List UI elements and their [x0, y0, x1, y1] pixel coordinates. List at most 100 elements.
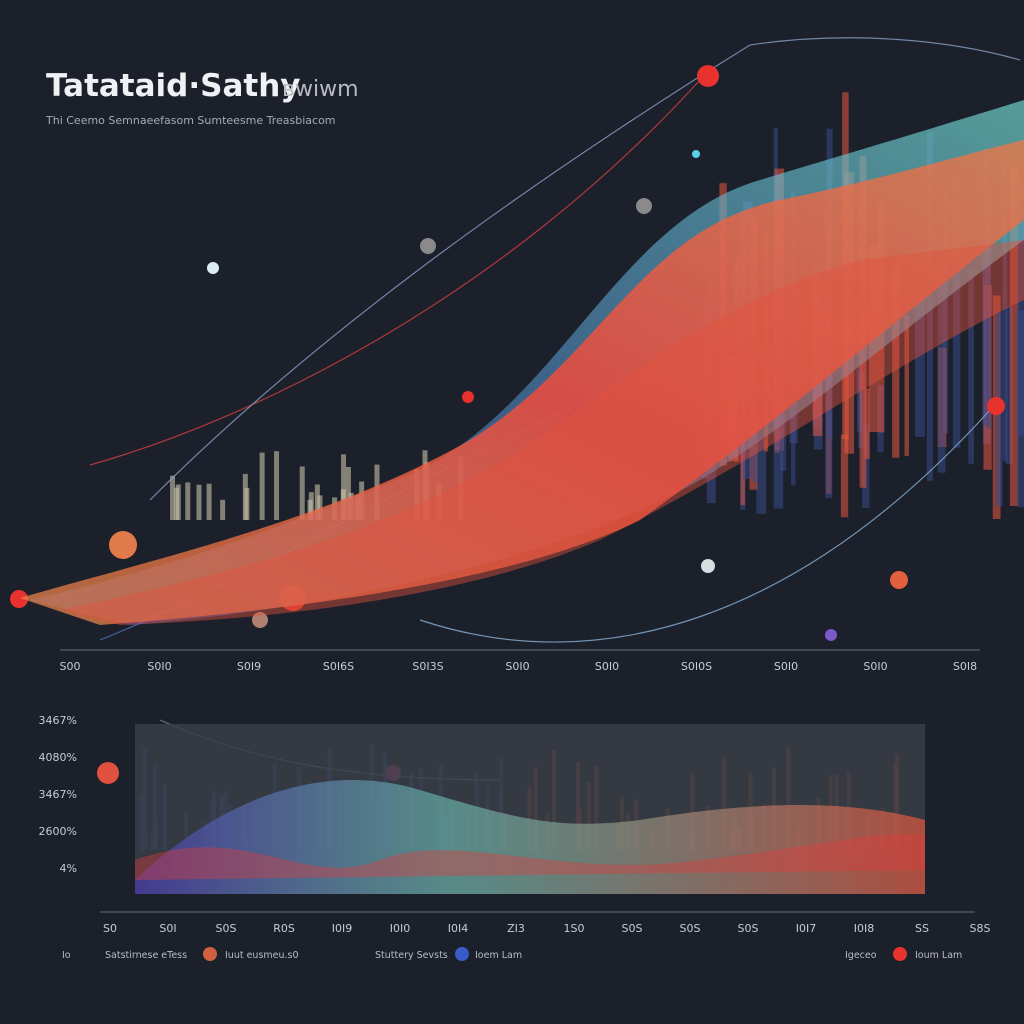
y-label: 2600%	[39, 825, 77, 838]
deco-bar	[914, 292, 925, 438]
x-label: S0I0	[774, 660, 798, 673]
x-label: S0S	[622, 922, 643, 935]
x-label: S0I6S	[323, 660, 354, 673]
deco-bar	[756, 438, 767, 514]
deco-bar	[307, 499, 313, 520]
deco-bar	[937, 254, 946, 473]
deco-bar	[986, 197, 992, 429]
y-label: 3467%	[39, 714, 77, 727]
deco-dot	[10, 590, 28, 608]
deco-dot	[890, 571, 908, 589]
deco-line	[419, 409, 991, 643]
deco-bar	[174, 487, 180, 520]
legend-swatch	[893, 947, 907, 961]
deco-bar	[317, 495, 323, 520]
deco-line	[149, 37, 1021, 501]
deco-bar	[242, 473, 248, 520]
legend-label: Satstirnese eTess	[105, 950, 187, 961]
deco-bar	[341, 454, 347, 520]
deco-dot	[420, 238, 436, 254]
wave	[135, 834, 925, 880]
bottom-y-labels: 3467% 4080% 3467% 2600% 4%	[39, 714, 77, 875]
deco-dot	[701, 559, 715, 573]
deco-bar	[196, 484, 202, 520]
deco-bar	[1016, 177, 1024, 436]
deco-bar	[952, 175, 961, 448]
deco-bar	[840, 434, 849, 518]
x-label: S00	[60, 660, 81, 673]
deco-bar	[892, 265, 900, 458]
deco-bar	[904, 315, 910, 456]
bottom-x-labels: S0 S0I S0S R0S I0I9 I0I0 I0I4 ZI3 1S0 S0S S0S S0S I0…	[103, 922, 990, 935]
deco-bar	[206, 483, 212, 520]
deco-dot	[462, 391, 474, 403]
x-label: S0I0S	[681, 660, 712, 673]
legend-label: Ioem Lam	[475, 950, 522, 961]
y-label: 3467%	[39, 788, 77, 801]
x-label: R0S	[273, 922, 295, 935]
legend-label: Ioum Lam	[915, 950, 962, 961]
legend-label: Io	[62, 950, 71, 961]
x-label: S0I8	[953, 660, 977, 673]
deco-dot	[252, 612, 268, 628]
x-label: S0I3S	[412, 660, 443, 673]
x-label: ZI3	[507, 922, 525, 935]
x-label: S0S	[216, 922, 237, 935]
y-label: 4%	[60, 862, 77, 875]
x-label: S0S	[738, 922, 759, 935]
wave	[135, 780, 925, 894]
legend-label: Iuut eusmeu.s0	[225, 950, 299, 961]
deco-bar	[1002, 160, 1008, 462]
deco-dot	[97, 762, 119, 784]
deco-bar	[274, 451, 280, 520]
x-label: I0I9	[332, 922, 353, 935]
deco-bar	[314, 484, 320, 520]
wave	[60, 240, 1024, 625]
x-label: S0I0	[595, 660, 619, 673]
title: Tatataid·Sathy	[46, 68, 300, 104]
x-label: S0I0	[147, 660, 171, 673]
x-label: S0I	[159, 922, 176, 935]
legend-swatch	[455, 947, 469, 961]
deco-bar	[752, 422, 758, 483]
deco-dot	[636, 198, 652, 214]
deco-bar	[968, 268, 974, 464]
x-label: S0I0	[863, 660, 887, 673]
legend: Io Satstirnese eTess Iuut eusmeu.s0 Stutter…	[62, 947, 962, 961]
deco-bar	[259, 452, 265, 520]
deco-bar	[1009, 167, 1019, 507]
deco-dot	[692, 150, 700, 158]
wave	[20, 140, 1024, 625]
top-x-labels: S00 S0I0 S0I9 S0I6S S0I3S S0I0 S0I0 S0I0S S0I0 S0…	[60, 660, 978, 673]
x-label: I0I8	[854, 922, 875, 935]
deco-bar	[299, 466, 305, 520]
x-label: I0I0	[390, 922, 411, 935]
deco-dot	[825, 629, 837, 641]
legend-label: Stuttery Sevsts	[375, 950, 448, 961]
subtitle: Thi Ceemo Semnaeefasom Sumteesme Treasbi…	[45, 114, 336, 127]
x-label: SS	[915, 922, 929, 935]
x-label: S8S	[970, 922, 991, 935]
deco-dot	[987, 397, 1005, 415]
deco-dot	[697, 65, 719, 87]
deco-bar	[1005, 306, 1013, 464]
deco-bar	[345, 466, 351, 520]
deco-bar	[170, 475, 176, 520]
x-label: 1S0	[564, 922, 585, 935]
x-label: S0I9	[237, 660, 261, 673]
legend-label: Igeceo	[845, 950, 877, 961]
x-label: S0S	[680, 922, 701, 935]
deco-bar	[942, 177, 949, 434]
x-label: S0	[103, 922, 117, 935]
deco-dot	[109, 531, 137, 559]
deco-bar	[220, 499, 226, 520]
x-label: S0I0	[505, 660, 529, 673]
y-label: 4080%	[39, 751, 77, 764]
deco-dot	[207, 262, 219, 274]
deco-line	[89, 79, 701, 466]
title-suffix: вwiwm	[282, 77, 359, 102]
deco-bar	[185, 482, 191, 520]
x-label: I0I7	[796, 922, 817, 935]
